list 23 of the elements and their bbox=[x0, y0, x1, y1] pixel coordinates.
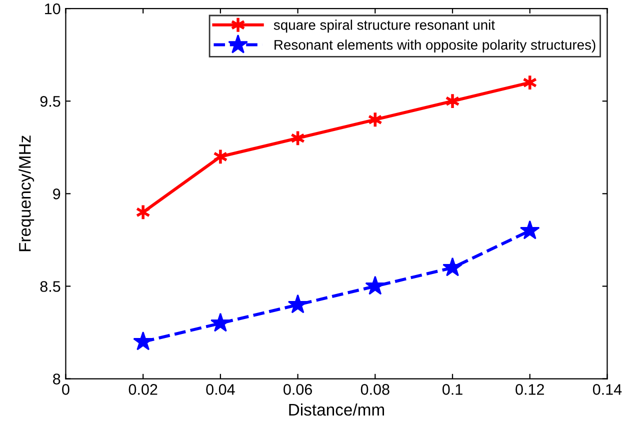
point bbox=[520, 220, 540, 240]
point bbox=[210, 312, 230, 332]
x-tick-label: 0.08 bbox=[360, 384, 390, 395]
y-tick-label: 10 bbox=[45, 3, 60, 14]
x-tick-label: 0 bbox=[62, 384, 70, 395]
y-tick-label: 9.5 bbox=[40, 96, 60, 107]
x-tick-label: 0.12 bbox=[516, 384, 544, 395]
point bbox=[442, 257, 462, 276]
x-tick-label: 0.04 bbox=[206, 384, 235, 395]
y-tick-label: 8 bbox=[53, 374, 60, 384]
y-axis-title: Frequency/MHz bbox=[18, 136, 34, 252]
point bbox=[133, 331, 154, 350]
x-tick-label: 0.02 bbox=[128, 384, 158, 395]
x-tick-label: 0.06 bbox=[284, 384, 312, 395]
x-tick-label: 0.1 bbox=[442, 384, 462, 395]
legend-label: square spiral structure resonant unit bbox=[274, 20, 495, 33]
point bbox=[288, 294, 308, 314]
y-tick-label: 9 bbox=[53, 188, 60, 200]
point bbox=[365, 276, 386, 295]
x-tick-label: 0.14 bbox=[592, 384, 622, 395]
legend-label: Resonant elements with opposite polarity structures) bbox=[274, 40, 596, 53]
x-axis-title: Distance/mm bbox=[289, 403, 384, 416]
y-tick-label: 8.5 bbox=[40, 281, 60, 292]
